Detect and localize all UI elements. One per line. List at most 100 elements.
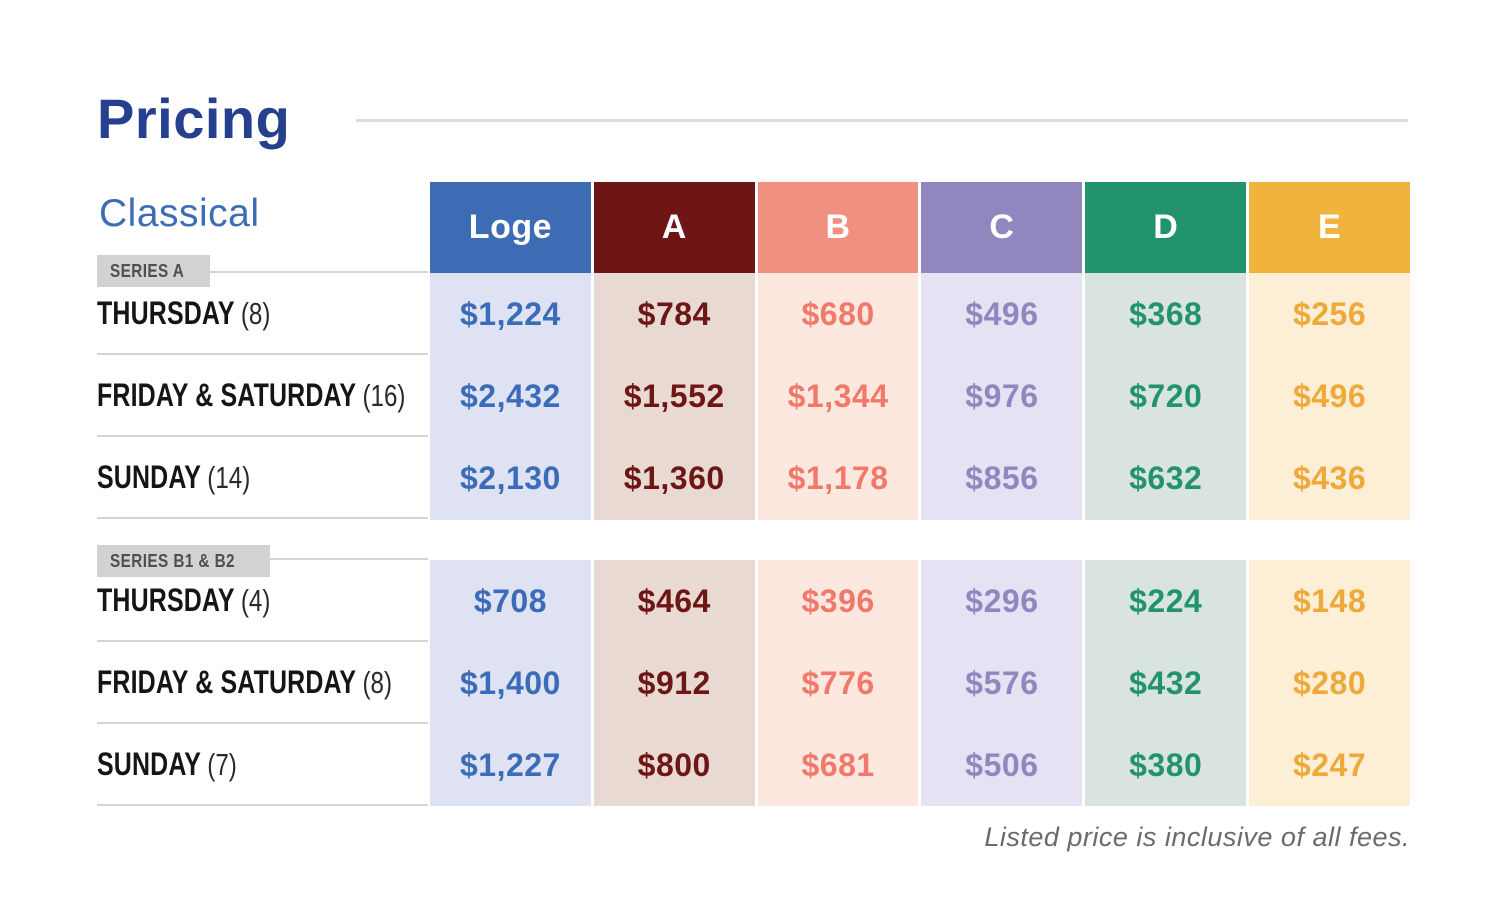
price-table: Loge $1,224 $2,432 $2,130 $708 $1,400 $1…	[430, 182, 1410, 806]
price-cell: $800	[637, 746, 711, 783]
price-column-c: C $496 $976 $856 $296 $576 $506	[921, 182, 1083, 806]
price-cell: $912	[637, 664, 711, 701]
price-cell: $224	[1129, 582, 1203, 619]
price-cell: $1,224	[459, 295, 561, 332]
price-cell: $2,432	[459, 377, 561, 414]
price-cell: $2,130	[459, 460, 561, 497]
price-cell: $632	[1129, 460, 1203, 497]
fees-footnote: Listed price is inclusive of all fees.	[984, 822, 1410, 852]
section-gap	[757, 520, 919, 560]
row-label-series-b-thursday: THURSDAY (4)	[97, 560, 428, 642]
price-cell: $708	[473, 582, 547, 619]
performance-count: (16)	[362, 377, 406, 413]
column-body-series-a: $784 $1,552 $1,360	[593, 273, 755, 520]
column-header-label: A	[661, 208, 687, 246]
column-body-series-b: $464 $912 $800	[593, 560, 755, 806]
day-label: THURSDAY	[97, 294, 235, 331]
column-body-series-b: $296 $576 $506	[921, 560, 1083, 806]
column-header-label: D	[1153, 208, 1179, 246]
category-title: Classical	[99, 192, 260, 235]
column-header-label: B	[825, 208, 851, 246]
price-cell: $1,227	[459, 746, 561, 783]
price-cell: $1,400	[459, 664, 561, 701]
column-header-label: C	[989, 208, 1015, 246]
series-a-badge-label: SERIES A	[110, 260, 185, 281]
section-gap	[593, 520, 755, 560]
title-divider-line	[356, 119, 1408, 122]
row-label-series-b-friday-saturday: FRIDAY & SATURDAY (8)	[97, 642, 428, 724]
price-cell: $380	[1129, 746, 1203, 783]
price-cell: $368	[1129, 295, 1203, 332]
price-cell: $506	[965, 746, 1039, 783]
price-cell: $247	[1292, 746, 1367, 783]
price-cell: $432	[1129, 664, 1203, 701]
row-label-series-a-thursday: THURSDAY (8)	[97, 273, 428, 355]
performance-count: (8)	[362, 664, 393, 700]
column-body-series-a: $1,224 $2,432 $2,130	[430, 273, 591, 520]
section-gap	[430, 520, 591, 560]
series-b-badge: SERIES B1 & B2	[97, 545, 271, 577]
column-body-series-b: $396 $776 $681	[757, 560, 919, 806]
day-label: SUNDAY	[97, 745, 202, 782]
price-cell: $784	[637, 295, 711, 332]
series-a-badge: SERIES A	[97, 255, 211, 287]
column-header-e: E	[1249, 182, 1410, 273]
row-label-series-a-friday-saturday: FRIDAY & SATURDAY (16)	[97, 355, 428, 437]
price-column-loge: Loge $1,224 $2,432 $2,130 $708 $1,400 $1…	[430, 182, 591, 806]
price-cell: $1,344	[787, 377, 889, 414]
price-cell: $256	[1292, 295, 1367, 332]
column-header-c: C	[921, 182, 1083, 273]
performance-count: (7)	[207, 746, 237, 782]
column-body-series-a: $256 $496 $436	[1249, 273, 1410, 520]
column-body-series-b: $708 $1,400 $1,227	[430, 560, 591, 806]
price-cell: $720	[1129, 377, 1203, 414]
performance-count: (4)	[240, 582, 271, 618]
price-cell: $681	[801, 746, 875, 783]
column-body-series-b: $224 $432 $380	[1085, 560, 1247, 806]
price-cell: $148	[1292, 582, 1367, 619]
price-cell: $576	[965, 664, 1039, 701]
row-label-rail: SERIES A SERIES B1 & B2 THURSDAY (8) FRID…	[97, 182, 428, 806]
series-a-topline	[97, 271, 428, 273]
price-cell: $856	[965, 460, 1039, 497]
price-column-e: E $256 $496 $436 $148 $280 $247	[1249, 182, 1410, 806]
price-cell: $1,552	[623, 377, 725, 414]
section-gap	[1085, 520, 1247, 560]
price-cell: $396	[801, 582, 875, 619]
price-column-a: A $784 $1,552 $1,360 $464 $912 $800	[593, 182, 755, 806]
price-cell: $496	[965, 295, 1039, 332]
price-cell: $1,178	[787, 460, 889, 497]
price-column-b: B $680 $1,344 $1,178 $396 $776 $681	[757, 182, 919, 806]
price-cell: $776	[801, 664, 875, 701]
price-cell: $976	[965, 377, 1039, 414]
day-label: SUNDAY	[97, 458, 202, 495]
column-header-label: E	[1317, 208, 1342, 246]
column-body-series-a: $680 $1,344 $1,178	[757, 273, 919, 520]
page-title: Pricing	[97, 87, 291, 150]
performance-count: (14)	[207, 459, 251, 495]
row-label-series-a-sunday: SUNDAY (14)	[97, 437, 428, 519]
column-body-series-a: $496 $976 $856	[921, 273, 1083, 520]
performance-count: (8)	[240, 295, 271, 331]
price-cell: $464	[637, 582, 711, 619]
day-label: FRIDAY & SATURDAY	[97, 663, 357, 700]
column-body-series-b: $148 $280 $247	[1249, 560, 1410, 806]
section-gap	[1249, 520, 1410, 560]
price-cell: $296	[965, 582, 1039, 619]
price-cell: $436	[1292, 460, 1367, 497]
column-header-b: B	[757, 182, 919, 273]
section-gap	[921, 520, 1083, 560]
price-cell: $496	[1292, 377, 1367, 414]
column-body-series-a: $368 $720 $632	[1085, 273, 1247, 520]
price-column-d: D $368 $720 $632 $224 $432 $380	[1085, 182, 1247, 806]
column-header-d: D	[1085, 182, 1247, 273]
column-header-loge: Loge	[430, 182, 591, 273]
day-label: THURSDAY	[97, 581, 235, 618]
day-label: FRIDAY & SATURDAY	[97, 376, 357, 413]
column-header-label: Loge	[468, 208, 553, 246]
price-cell: $280	[1292, 664, 1367, 701]
price-cell: $1,360	[623, 460, 725, 497]
row-label-series-b-sunday: SUNDAY (7)	[97, 724, 428, 806]
column-header-a: A	[593, 182, 755, 273]
